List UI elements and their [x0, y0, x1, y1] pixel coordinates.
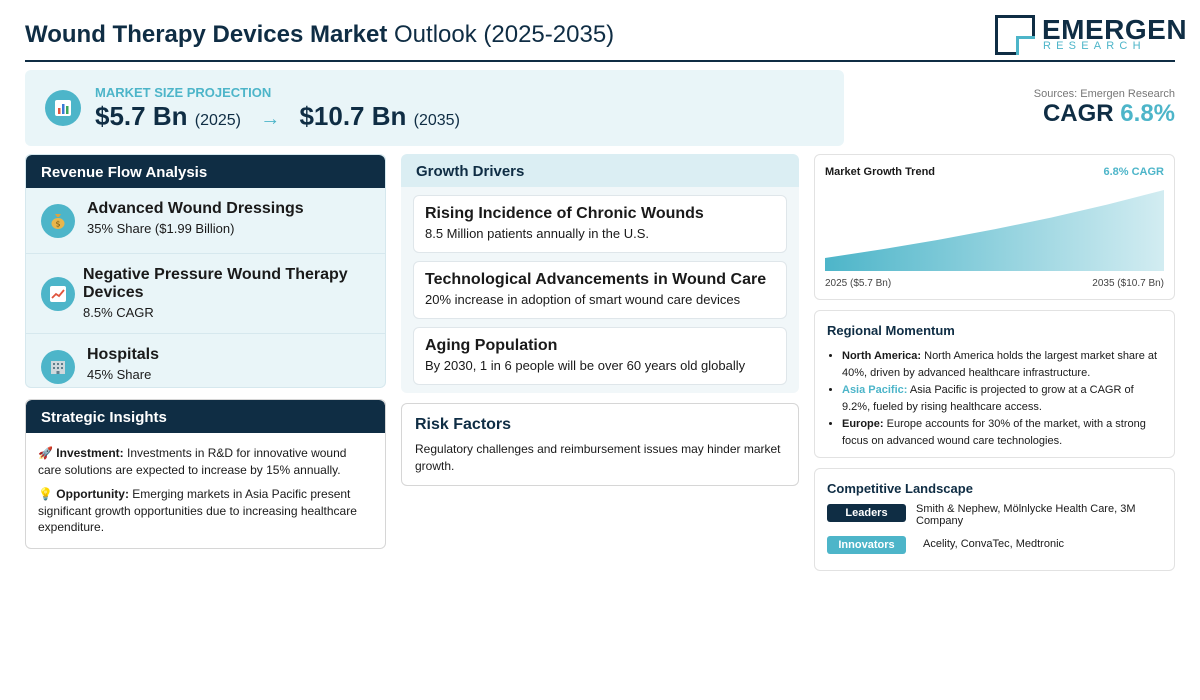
innovators-names: Acelity, ConvaTec, Medtronic — [923, 538, 1065, 550]
end-year: (2035) — [413, 112, 460, 129]
revenue-flow-title: Revenue Flow Analysis — [26, 155, 385, 188]
start-year: (2025) — [194, 112, 241, 129]
insight-item: 💡 Opportunity: Emerging markets in Asia … — [38, 486, 373, 536]
revenue-flow-panel: Revenue Flow Analysis $ Advanced Wound D… — [25, 154, 386, 388]
driver-card: Technological Advancements in Wound Care… — [413, 261, 787, 319]
hospital-icon — [41, 350, 75, 384]
growth-drivers-title: Growth Drivers — [401, 154, 799, 187]
leaders-badge: Leaders — [827, 504, 906, 522]
projection-label: MARKET SIZE PROJECTION — [95, 85, 272, 100]
market-growth-trend-card: Market Growth Trend 6.8% CAGR 2025 ($5.7… — [814, 154, 1175, 300]
driver-title: Aging Population — [425, 337, 558, 354]
region-label: North America: — [842, 350, 922, 362]
driver-title: Technological Advancements in Wound Care — [425, 271, 767, 288]
driver-card: Aging Population By 2030, 1 in 6 people … — [413, 327, 787, 385]
list-item: Hospitals 45% Share — [26, 334, 385, 387]
money-bag-icon: $ — [41, 203, 75, 238]
page-header: Wound Therapy Devices Market Outlook (20… — [25, 12, 1187, 62]
competitor-row: Leaders Smith & Nephew, Mölnlycke Health… — [827, 503, 1162, 527]
lightbulb-icon: 💡 — [38, 487, 53, 501]
title-bold: Wound Therapy Devices Market — [25, 21, 388, 48]
rev-item-sub: 35% Share ($1.99 Billion) — [87, 221, 235, 236]
cagr-value: 6.8% — [1120, 100, 1175, 127]
region-label: Asia Pacific: — [842, 384, 908, 396]
driver-sub: By 2030, 1 in 6 people will be over 60 y… — [425, 358, 746, 373]
rev-item-sub: 8.5% CAGR — [83, 305, 154, 320]
emergen-logo: EMERGEN RESEARCH — [995, 14, 1187, 56]
region-label: Europe: — [842, 418, 884, 430]
sources-text: Sources: Emergen Research — [1033, 88, 1175, 100]
strategic-insights-panel: Strategic Insights 🚀 Investment: Investm… — [25, 399, 386, 549]
trend-area — [825, 190, 1164, 271]
trend-end-label: 2035 ($10.7 Bn) — [1092, 278, 1164, 289]
regional-title: Regional Momentum — [827, 323, 955, 338]
insight-label: Opportunity: — [56, 487, 129, 501]
risk-factors-text: Regulatory challenges and reimbursement … — [415, 442, 781, 473]
title-rest: Outlook (2025-2035) — [394, 21, 615, 48]
leaders-names: Smith & Nephew, Mölnlycke Health Care, 3… — [916, 503, 1136, 527]
arrow-right-icon: → — [260, 108, 281, 130]
rev-item-sub: 45% Share — [87, 367, 152, 382]
region-item: Asia Pacific: Asia Pacific is projected … — [842, 382, 1162, 416]
region-item: North America: North America holds the l… — [842, 348, 1162, 382]
driver-sub: 8.5 Million patients annually in the U.S… — [425, 226, 650, 241]
bar-chart-icon — [45, 90, 81, 126]
trend-cagr: 6.8% CAGR — [1103, 166, 1164, 178]
list-item: Negative Pressure Wound Therapy Devices … — [26, 254, 385, 334]
trend-chart-icon — [41, 276, 75, 311]
trend-start-label: 2025 ($5.7 Bn) — [825, 278, 892, 289]
driver-title: Rising Incidence of Chronic Wounds — [425, 205, 704, 222]
projection-values: $5.7 Bn (2025) → $10.7 Bn (2035) — [95, 101, 460, 132]
region-text: Europe accounts for 30% of the market, w… — [842, 418, 1146, 447]
insight-text: Investments in R&D for innovative wound … — [38, 446, 347, 477]
innovators-badge: Innovators — [827, 536, 906, 554]
risk-factors-title: Risk Factors — [415, 416, 512, 433]
risk-factors-panel: Risk Factors Regulatory challenges and r… — [401, 403, 799, 486]
driver-sub: 20% increase in adoption of smart wound … — [425, 292, 741, 307]
end-value: $10.7 Bn — [299, 101, 407, 131]
logo-sub-text: RESEARCH — [1043, 40, 1146, 52]
rev-item-title: Hospitals — [87, 346, 160, 363]
competitor-row: Innovators Acelity, ConvaTec, Medtronic — [827, 536, 1162, 558]
page-title: Wound Therapy Devices Market Outlook (20… — [25, 21, 614, 49]
cagr-headline: CAGR 6.8% — [1043, 100, 1175, 128]
competitive-title: Competitive Landscape — [827, 481, 973, 496]
insight-text: Emerging markets in Asia Pacific present… — [38, 487, 357, 534]
region-item: Europe: Europe accounts for 30% of the m… — [842, 416, 1162, 450]
rev-item-title: Negative Pressure Wound Therapy Devices — [83, 266, 348, 301]
logo-main-text: EMERGEN — [1042, 14, 1188, 45]
market-size-projection: MARKET SIZE PROJECTION $5.7 Bn (2025) → … — [25, 70, 844, 146]
svg-text:$: $ — [55, 219, 60, 228]
insight-item: 🚀 Investment: Investments in R&D for inn… — [38, 445, 373, 478]
start-value: $5.7 Bn — [95, 101, 188, 131]
insight-label: Investment: — [56, 446, 124, 460]
cagr-label: CAGR — [1042, 100, 1114, 127]
regional-momentum-panel: Regional Momentum North America: North A… — [814, 310, 1175, 458]
region-text: Asia Pacific is projected to grow at a C… — [842, 384, 1134, 413]
region-text: North America holds the largest market s… — [842, 350, 1158, 379]
growth-drivers-panel: Growth Drivers Rising Incidence of Chron… — [401, 154, 799, 393]
strategic-insights-title: Strategic Insights — [26, 400, 385, 433]
competitive-landscape-panel: Competitive Landscape Leaders Smith & Ne… — [814, 468, 1175, 571]
rocket-icon: 🚀 — [38, 446, 53, 460]
driver-card: Rising Incidence of Chronic Wounds 8.5 M… — [413, 195, 787, 253]
rev-item-title: Advanced Wound Dressings — [87, 200, 304, 217]
trend-area-chart — [825, 190, 1164, 271]
list-item: $ Advanced Wound Dressings 35% Share ($1… — [26, 188, 385, 254]
trend-title: Market Growth Trend — [825, 166, 936, 178]
logo-square-icon — [995, 15, 1035, 55]
